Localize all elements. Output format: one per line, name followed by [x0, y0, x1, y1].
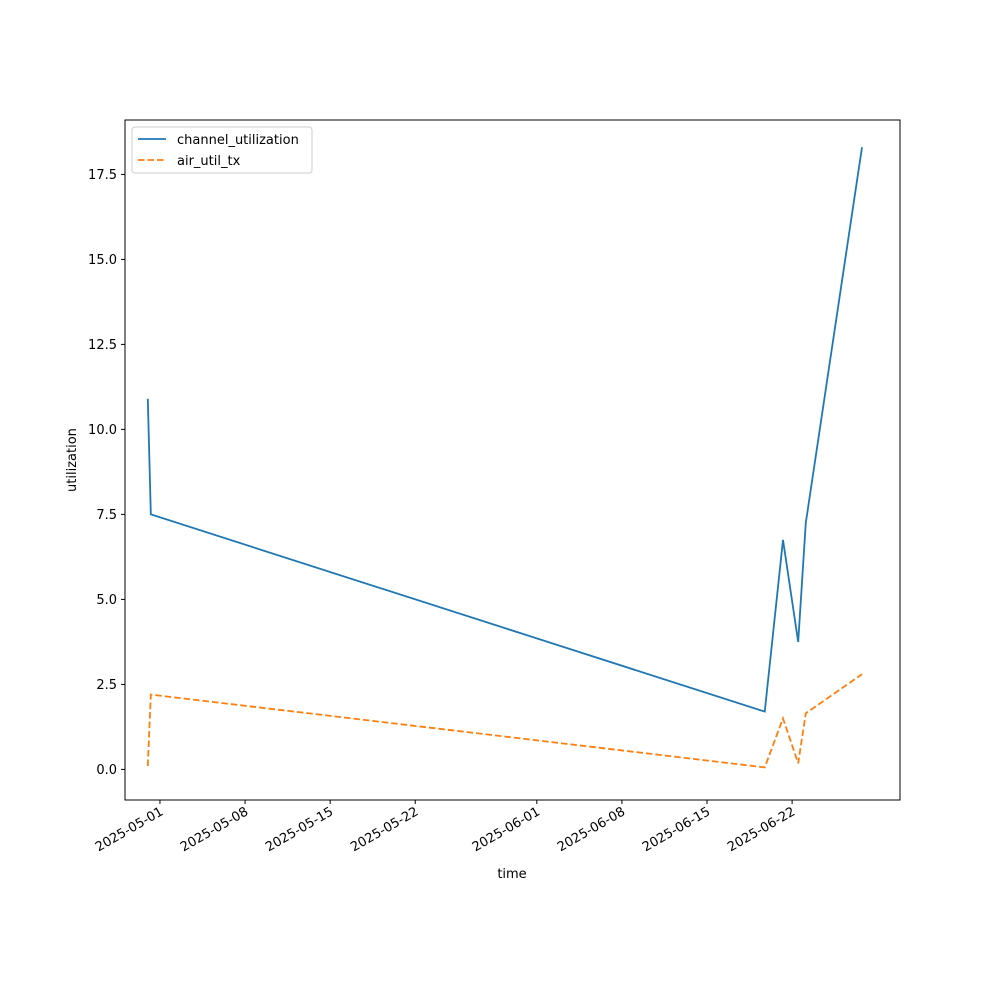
y-tick-label: 17.5 [88, 168, 117, 183]
series-line-air_util_tx [146, 673, 863, 769]
y-tick-label: 10.0 [88, 423, 117, 438]
plot-area [125, 120, 900, 800]
x-axis-label: time [497, 867, 526, 882]
y-tick-label: 12.5 [88, 338, 117, 353]
legend-label-air_util_tx: air_util_tx [177, 154, 241, 169]
y-axis-label: utilization [65, 428, 80, 492]
y-tick-label: 15.0 [88, 253, 117, 268]
legend: channel_utilization air_util_tx [131, 126, 313, 174]
y-tick-label: 7.5 [96, 508, 117, 523]
y-tick-label: 5.0 [96, 593, 117, 608]
legend-label-channel_utilization: channel_utilization [177, 133, 299, 148]
plot-frame [124, 119, 901, 801]
series-layer [146, 147, 863, 769]
legend-box [131, 126, 313, 174]
y-tick-label: 2.5 [96, 678, 117, 693]
series-line-channel_utilization [146, 147, 863, 713]
y-axis: 0.0 2.5 5.0 7.5 10.0 12.5 15.0 17.5 [88, 168, 125, 778]
y-tick-label: 0.0 [96, 763, 117, 778]
